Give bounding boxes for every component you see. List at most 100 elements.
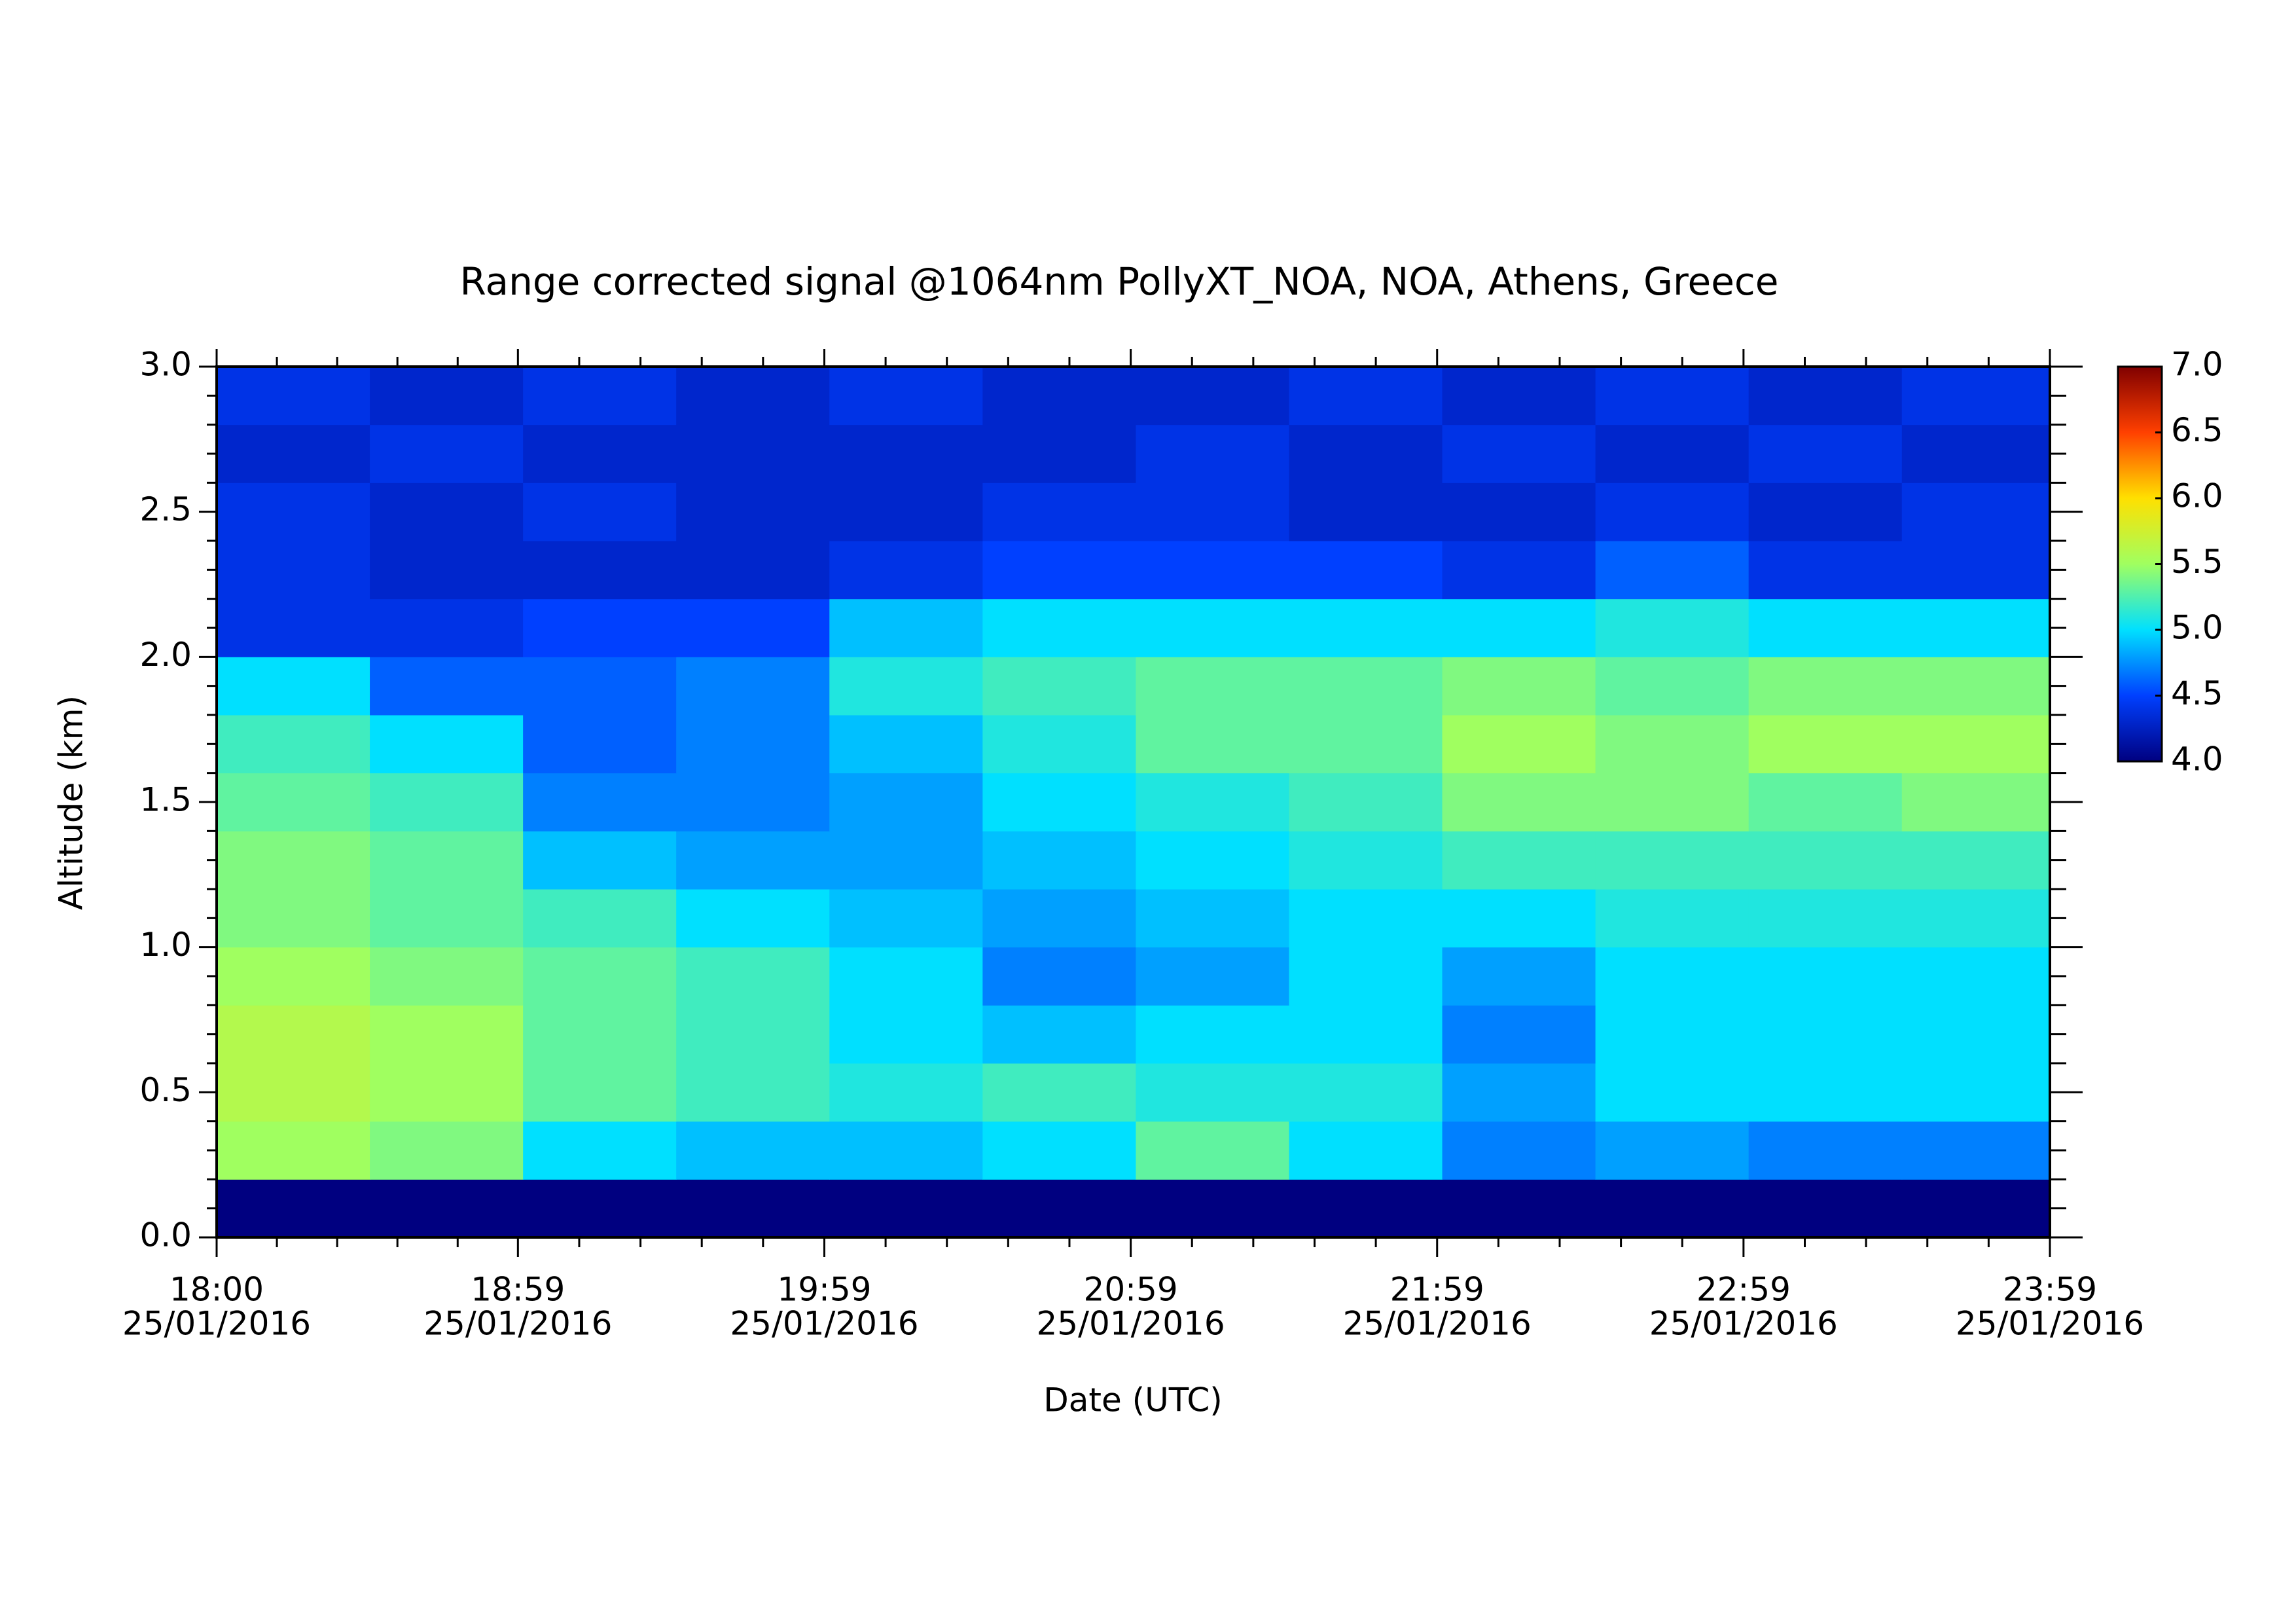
heatmap-cell: [676, 367, 830, 426]
heatmap-cell: [1595, 947, 1749, 1006]
heatmap-cell: [1136, 773, 1289, 831]
heatmap-cell: [1442, 889, 1596, 948]
heatmap-cell: [1901, 367, 2051, 426]
heatmap-cell: [982, 483, 1136, 541]
colorbar-tick-label: 6.5: [2171, 411, 2223, 449]
heatmap-cell: [1748, 831, 1903, 890]
heatmap-cell: [676, 831, 830, 890]
heatmap-cell: [829, 773, 983, 831]
heatmap-cell: [829, 1179, 983, 1238]
heatmap-cell: [217, 367, 370, 426]
heatmap-cell: [1748, 424, 1903, 483]
heatmap-cell: [217, 424, 370, 483]
heatmap-cell: [1442, 1005, 1596, 1064]
heatmap-cell: [217, 889, 370, 948]
x-tick-date: 25/01/2016: [1037, 1305, 1225, 1343]
heatmap-cell: [1136, 831, 1289, 890]
heatmap-cell: [370, 889, 524, 948]
colorbar-tick-label: 6.0: [2171, 477, 2223, 515]
heatmap-cell: [1442, 1121, 1596, 1180]
y-tick-label: 1.5: [139, 781, 192, 819]
heatmap-cell: [829, 483, 983, 541]
heatmap-cell: [1748, 483, 1903, 541]
heatmap-cell: [523, 889, 677, 948]
heatmap-cell: [982, 889, 1136, 948]
heatmap-cell: [1748, 889, 1903, 948]
heatmap-cell: [1289, 541, 1443, 600]
heatmap-cell: [1136, 483, 1289, 541]
heatmap-cell: [1442, 367, 1596, 426]
x-tick-date: 25/01/2016: [122, 1305, 311, 1343]
heatmap-cell: [1289, 1005, 1443, 1064]
heatmap-cell: [1748, 1005, 1903, 1064]
y-tick-label: 2.5: [139, 490, 192, 528]
heatmap-cell: [523, 1063, 677, 1122]
heatmap-cell: [829, 1063, 983, 1122]
heatmap-cell: [1442, 831, 1596, 890]
heatmap-cell: [1901, 773, 2051, 831]
x-tick-label: 18:00: [170, 1271, 264, 1309]
heatmap-cell: [217, 1179, 370, 1238]
heatmap-cell: [1136, 424, 1289, 483]
heatmap-cell: [1136, 1121, 1289, 1180]
heatmap-cell: [1136, 889, 1289, 948]
heatmap-cell: [982, 367, 1136, 426]
colorbar-tick-label: 4.5: [2171, 674, 2223, 712]
heatmap-cell: [1136, 1179, 1289, 1238]
heatmap-cell: [1136, 947, 1289, 1006]
heatmap-cell: [217, 598, 370, 657]
heatmap-cell: [676, 483, 830, 541]
heatmap-cell: [829, 1121, 983, 1180]
heatmap-cell: [370, 541, 524, 600]
x-tick-label: 21:59: [1390, 1271, 1484, 1309]
heatmap-cell: [982, 831, 1136, 890]
heatmap-cell: [982, 1179, 1136, 1238]
heatmap-cell: [1442, 947, 1596, 1006]
heatmap-cell: [676, 715, 830, 774]
heatmap-cell: [1595, 424, 1749, 483]
heatmap-cell: [1289, 947, 1443, 1006]
heatmap-cell: [829, 831, 983, 890]
heatmap-cell: [1595, 1121, 1749, 1180]
heatmap-cell: [676, 947, 830, 1006]
heatmap-cell: [217, 947, 370, 1006]
heatmap-cell: [523, 424, 677, 483]
heatmap-cell: [523, 715, 677, 774]
y-tick-label: 0.5: [139, 1071, 192, 1109]
heatmap-cell: [1595, 657, 1749, 716]
heatmap-cell: [982, 1005, 1136, 1064]
heatmap-cell: [217, 1121, 370, 1180]
heatmap-cell: [370, 1063, 524, 1122]
x-tick-label: 19:59: [777, 1271, 871, 1309]
heatmap-cell: [1748, 1063, 1903, 1122]
heatmap-cell: [982, 1121, 1136, 1180]
heatmap-cell: [1289, 367, 1443, 426]
heatmap-cell: [370, 831, 524, 890]
x-tick-label: 22:59: [1696, 1271, 1791, 1309]
heatmap-cell: [1136, 541, 1289, 600]
heatmap-cell: [676, 541, 830, 600]
heatmap-cell: [1442, 598, 1596, 657]
heatmap-cell: [1289, 1063, 1443, 1122]
heatmap-cell: [370, 483, 524, 541]
x-tick-date: 25/01/2016: [1956, 1305, 2144, 1343]
heatmap-cell: [829, 367, 983, 426]
heatmap-cell: [370, 773, 524, 831]
heatmap-cell: [829, 1005, 983, 1064]
heatmap-cell: [1289, 1179, 1443, 1238]
heatmap-cell: [370, 715, 524, 774]
heatmap-cell: [829, 424, 983, 483]
heatmap-cell: [1595, 1005, 1749, 1064]
heatmap-cell: [1442, 657, 1596, 716]
heatmap-cell: [1901, 483, 2051, 541]
heatmap-cell: [1595, 831, 1749, 890]
heatmap-cell: [370, 947, 524, 1006]
heatmap-cell: [1136, 598, 1289, 657]
x-tick-date: 25/01/2016: [1343, 1305, 1532, 1343]
heatmap-cell: [676, 889, 830, 948]
heatmap-cell: [217, 541, 370, 600]
heatmap-cell: [1748, 657, 1903, 716]
heatmap-cell: [1289, 1121, 1443, 1180]
heatmap-cell: [370, 424, 524, 483]
y-tick-label: 1.0: [139, 926, 192, 964]
